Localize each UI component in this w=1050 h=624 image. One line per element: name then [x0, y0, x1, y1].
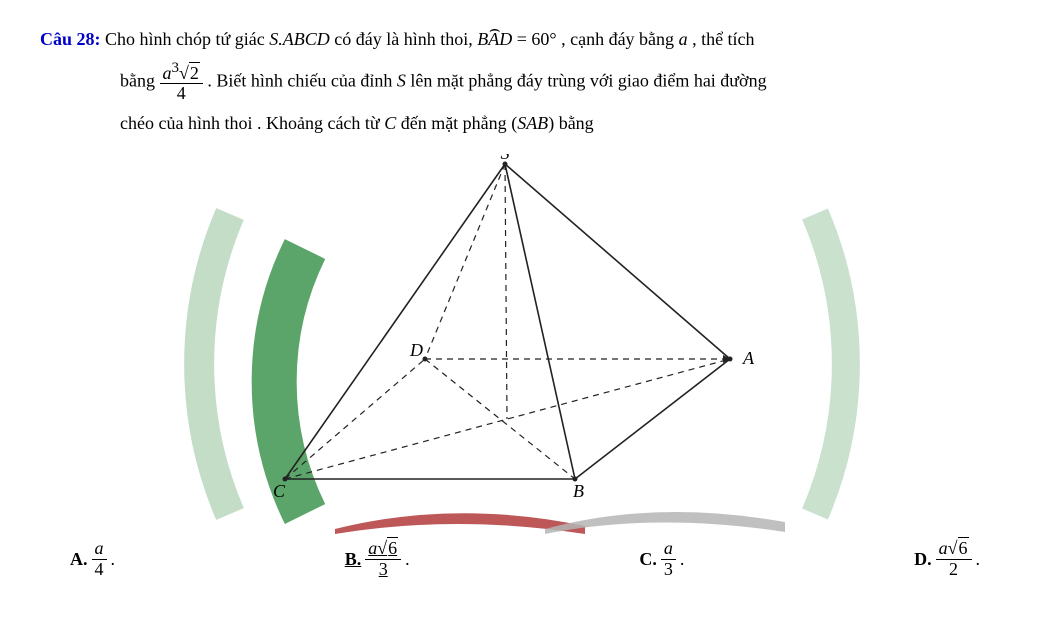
text: lên mặt phẳng đáy trùng với giao điểm ha…: [410, 70, 766, 90]
question-number: Câu 28:: [40, 29, 101, 49]
diagram-svg: S A B C D: [175, 154, 875, 534]
c-var: C: [384, 113, 396, 133]
question-block: Câu 28: Cho hình chóp tứ giác S.ABCD có …: [40, 20, 1010, 144]
text: Cho hình chóp tứ giác: [105, 29, 269, 49]
diagram: S A B C D: [175, 154, 875, 534]
volume-fraction: a3√2 4: [160, 60, 203, 105]
bad-arc: BAD: [477, 20, 512, 60]
option-letter: A.: [70, 549, 88, 570]
sabcd: S.ABCD: [269, 29, 330, 49]
dot: .: [680, 549, 685, 570]
line3: chéo của hình thoi . Khoảng cách từ C đế…: [120, 104, 1010, 144]
text: bằng: [559, 113, 594, 133]
dot: .: [976, 549, 981, 570]
line2: bằng a3√2 4 . Biết hình chiếu của đỉnh S…: [120, 60, 1010, 105]
option-frac: a√6 2: [936, 539, 972, 580]
option-frac: a 3: [661, 539, 676, 580]
text: chéo của hình thoi . Khoảng cách từ: [120, 113, 384, 133]
option-letter: B.: [345, 549, 362, 570]
option-D[interactable]: D. a√6 2 .: [914, 539, 980, 580]
text: . Biết hình chiếu của đỉnh: [207, 70, 396, 90]
a-var: a: [679, 29, 688, 49]
option-B[interactable]: B. a√6 3 .: [345, 539, 410, 580]
eq60: = 60°: [512, 29, 556, 49]
label-D: D: [409, 340, 423, 360]
options-row: A. a 4 . B. a√6 3 . C. a 3 . D. a√6 2 .: [40, 539, 1010, 580]
label-B: B: [573, 481, 584, 501]
label-S: S: [501, 154, 510, 163]
dot: .: [405, 549, 410, 570]
option-letter: C.: [639, 549, 657, 570]
text: có đáy là hình thoi,: [334, 29, 477, 49]
text: , thể tích: [692, 29, 754, 49]
option-letter: D.: [914, 549, 932, 570]
text: bằng: [120, 70, 160, 90]
text: , cạnh đáy bằng: [561, 29, 678, 49]
option-C[interactable]: C. a 3 .: [639, 539, 684, 580]
dot: .: [111, 549, 116, 570]
option-A[interactable]: A. a 4 .: [70, 539, 115, 580]
label-C: C: [273, 481, 286, 501]
text: đến mặt phẳng: [401, 113, 511, 133]
sab: (SAB): [511, 113, 554, 133]
label-A: A: [742, 348, 755, 368]
line1: Câu 28: Cho hình chóp tứ giác S.ABCD có …: [40, 20, 1010, 60]
s-var: S: [397, 70, 406, 90]
option-frac: a√6 3: [365, 539, 401, 580]
option-frac: a 4: [92, 539, 107, 580]
